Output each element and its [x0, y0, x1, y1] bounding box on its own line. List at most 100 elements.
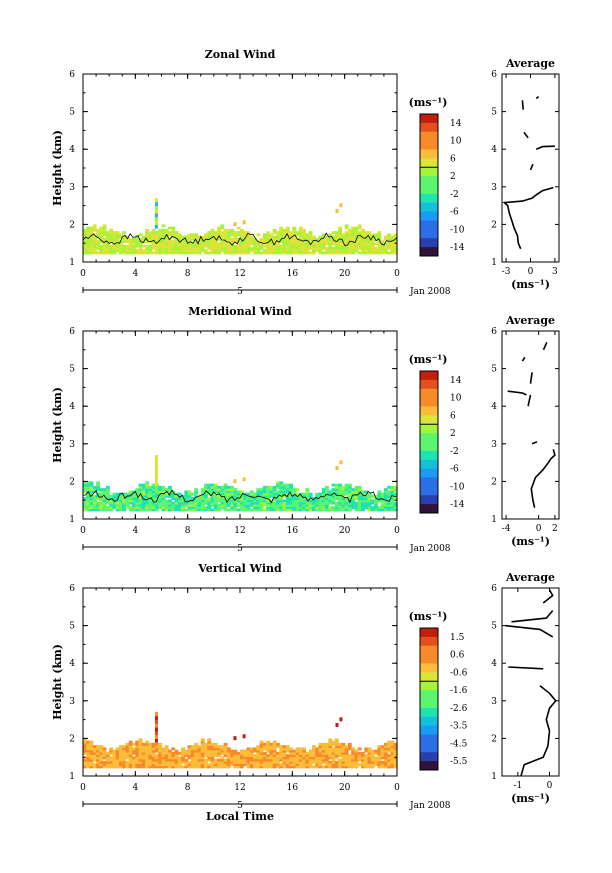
heatmap-cell	[253, 501, 257, 505]
heatmap-cell	[141, 503, 146, 507]
heatmap-cell	[158, 246, 163, 250]
heatmap-cell	[341, 492, 346, 496]
heatmap-cell	[148, 499, 153, 503]
heatmap-cell	[184, 251, 189, 255]
heatmap-cell	[109, 231, 114, 235]
y-tick-label: 4	[69, 145, 75, 155]
heatmap-cell	[138, 251, 143, 255]
heatmap-cell	[217, 765, 221, 769]
heatmap-cell	[99, 749, 104, 753]
heatmap-cell	[102, 503, 107, 507]
heatmap-cell	[220, 246, 225, 250]
heatmap-cell	[96, 751, 100, 755]
heatmap-cell	[92, 237, 97, 241]
heatmap-cell	[105, 506, 110, 510]
heatmap-cell	[112, 754, 117, 758]
heatmap-cell	[357, 754, 362, 758]
heatmap-cell	[145, 745, 150, 749]
heatmap-cell	[190, 747, 195, 751]
heatmap-cell	[86, 754, 91, 758]
heatmap-cell	[190, 235, 195, 239]
heatmap-cell	[321, 235, 326, 239]
heatmap-cell	[184, 244, 189, 248]
heatmap-cell	[154, 488, 159, 492]
heatmap-cell	[220, 751, 225, 755]
heatmap-cell	[177, 765, 182, 769]
heatmap-cell	[243, 233, 248, 237]
heatmap-cell	[282, 499, 287, 503]
heatmap-cell	[213, 233, 218, 237]
colorbar-tick-label: -1.6	[450, 686, 468, 696]
heatmap-cell	[370, 251, 375, 255]
heatmap-cell	[194, 758, 199, 762]
heatmap-cell	[194, 765, 199, 769]
heatmap-cell	[338, 506, 342, 510]
heatmap-cell	[213, 485, 218, 489]
heatmap-cell	[148, 742, 153, 746]
heatmap-cell	[282, 251, 287, 255]
heatmap-cell	[148, 494, 153, 498]
heatmap-cell	[361, 237, 365, 241]
heatmap-cell	[105, 497, 110, 501]
heatmap-cell	[321, 497, 326, 501]
heatmap-cell	[328, 751, 333, 755]
heatmap-cell	[112, 763, 117, 767]
heatmap-cell	[289, 497, 293, 501]
heatmap-cell	[383, 488, 388, 492]
heatmap-cell	[393, 249, 398, 253]
average-profile-line	[535, 95, 540, 100]
heatmap-cell	[315, 754, 320, 758]
heatmap-cell	[253, 756, 257, 760]
heatmap-cell	[364, 251, 369, 255]
heatmap-cell	[249, 758, 254, 762]
heatmap-cell	[190, 497, 195, 501]
heatmap-cell	[269, 485, 274, 489]
heatmap-cell	[105, 246, 110, 250]
heatmap-cell	[105, 508, 110, 512]
heatmap-cell	[213, 235, 218, 239]
heatmap-cell	[325, 765, 329, 769]
heatmap-cell	[347, 508, 352, 512]
heatmap-cell	[128, 749, 133, 753]
heatmap-cell	[266, 492, 271, 496]
heatmap-cell	[99, 763, 104, 767]
heatmap-cell	[138, 751, 143, 755]
heatmap-cell	[141, 756, 146, 760]
heatmap-cell	[282, 501, 287, 505]
heatmap-cell	[338, 754, 342, 758]
heatmap-cell	[240, 506, 244, 510]
heatmap-cell	[168, 242, 172, 246]
heatmap-cell	[220, 235, 225, 239]
heatmap-cell	[347, 244, 352, 248]
colorbar-swatch	[420, 690, 438, 700]
heatmap-cell	[161, 497, 166, 501]
heatmap-cell	[328, 765, 333, 769]
heatmap-cell	[132, 742, 136, 746]
heatmap-cell	[230, 749, 235, 753]
heatmap-cell	[266, 756, 271, 760]
heatmap-cell	[230, 763, 235, 767]
heatmap-cell	[171, 765, 176, 769]
heatmap-cell	[266, 508, 271, 512]
heatmap-cell	[266, 485, 271, 489]
heatmap-cell	[230, 237, 235, 241]
heatmap-cell	[334, 763, 339, 767]
heatmap-cell	[292, 246, 297, 250]
heatmap-cell	[354, 492, 359, 496]
heatmap-cell	[393, 501, 398, 505]
heatmap-cell	[302, 747, 307, 751]
heatmap-cell	[112, 246, 117, 250]
heatmap-cell	[145, 501, 150, 505]
heatmap-cell	[200, 490, 205, 494]
heatmap-cell	[361, 246, 365, 250]
heatmap-cell	[161, 508, 166, 512]
heatmap-cell	[328, 508, 333, 512]
heatmap-cell	[272, 231, 277, 235]
x-tick-label: 20	[339, 783, 351, 793]
heatmap-cell	[128, 745, 133, 749]
heatmap-cell	[236, 763, 241, 767]
heatmap-cell	[272, 740, 277, 744]
heatmap-cell	[89, 503, 94, 507]
heatmap-cell	[357, 488, 362, 492]
heatmap-cell	[374, 249, 378, 253]
